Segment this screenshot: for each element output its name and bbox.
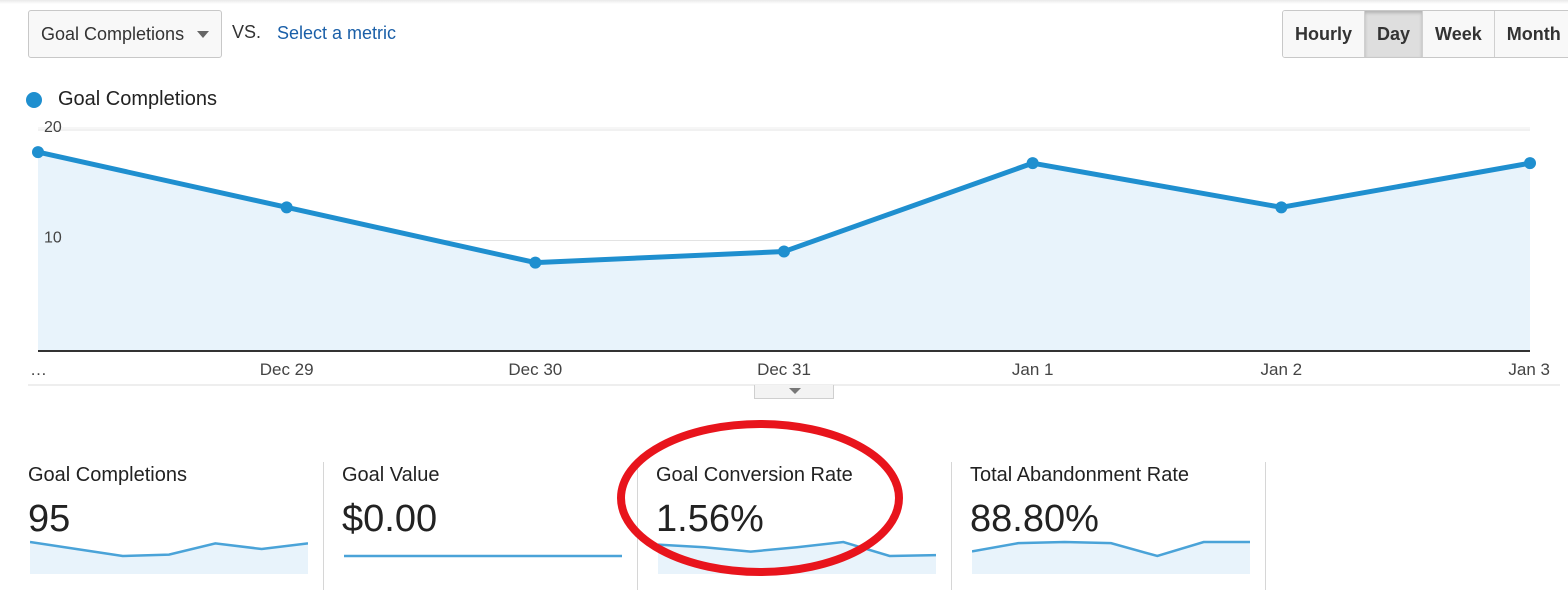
data-point bbox=[529, 256, 542, 269]
top-edge-shadow bbox=[0, 0, 1568, 4]
scorecard-divider bbox=[1265, 462, 1266, 590]
sparkline bbox=[344, 554, 622, 558]
scorecard-total-abandonment-rate[interactable]: Total Abandonment Rate 88.80% bbox=[970, 462, 1252, 590]
x-tick-label: Jan 1 bbox=[1012, 360, 1054, 379]
sparkline-fill bbox=[972, 542, 1250, 574]
data-point bbox=[1524, 157, 1536, 170]
chevron-down-icon bbox=[197, 31, 209, 38]
sparkline bbox=[972, 540, 1250, 574]
scorecard-label: Total Abandonment Rate bbox=[970, 464, 1190, 486]
range-hourly-button[interactable]: Hourly bbox=[1283, 11, 1365, 57]
scorecard-label: Goal Value bbox=[342, 464, 440, 486]
sparkline bbox=[658, 540, 936, 574]
scorecard-value: 95 bbox=[28, 498, 71, 540]
x-tick-label: Dec 29 bbox=[260, 360, 314, 379]
x-tick-label: … bbox=[30, 360, 47, 379]
x-tick-label: Dec 31 bbox=[757, 360, 811, 379]
data-point bbox=[1275, 201, 1288, 214]
scorecard-goal-conversion-rate[interactable]: Goal Conversion Rate 1.56% bbox=[656, 462, 938, 590]
scorecard-label: Goal Conversion Rate bbox=[656, 464, 853, 486]
y-tick-label: 10 bbox=[44, 230, 62, 247]
caret-down-icon bbox=[789, 388, 801, 394]
range-day-button[interactable]: Day bbox=[1364, 11, 1423, 57]
goal-completions-chart: 20 10 … Dec 29 Dec 30 Dec 31 Jan 1 Jan 2 Jan 3 bbox=[28, 119, 1560, 386]
legend-dot-icon bbox=[26, 91, 42, 108]
range-month-button[interactable]: Month bbox=[1493, 11, 1568, 57]
data-point bbox=[32, 146, 44, 159]
range-week-button[interactable]: Week bbox=[1422, 11, 1494, 57]
scorecard-goal-value[interactable]: Goal Value $0.00 bbox=[342, 462, 624, 590]
chart-expand-toggle[interactable] bbox=[754, 385, 834, 399]
scorecard-value: 88.80% bbox=[970, 498, 1099, 540]
data-point bbox=[280, 201, 293, 214]
metric-dropdown-value: Goal Completions bbox=[41, 23, 185, 44]
scorecard-divider bbox=[637, 462, 638, 590]
scorecard-label: Goal Completions bbox=[28, 464, 187, 486]
scorecard-value: $0.00 bbox=[342, 498, 438, 540]
sparkline-line bbox=[30, 540, 308, 558]
sparkline bbox=[30, 540, 308, 574]
scorecard-divider bbox=[951, 462, 952, 590]
chart-legend: Goal Completions bbox=[26, 88, 217, 111]
x-tick-label: Jan 2 bbox=[1261, 360, 1303, 379]
legend-label: Goal Completions bbox=[58, 88, 217, 110]
scorecard-divider bbox=[323, 462, 324, 590]
select-metric-link[interactable]: Select a metric bbox=[277, 23, 397, 43]
time-range-selector: Hourly Day Week Month bbox=[1282, 10, 1568, 58]
scorecard-goal-completions[interactable]: Goal Completions 95 bbox=[28, 462, 310, 590]
y-tick-label: 20 bbox=[44, 119, 62, 136]
x-tick-label: Dec 30 bbox=[508, 360, 562, 379]
data-point bbox=[778, 245, 790, 258]
scorecard-value: 1.56% bbox=[656, 498, 764, 540]
metric-dropdown[interactable]: Goal Completions bbox=[28, 10, 222, 58]
sparkline-line bbox=[972, 540, 1250, 558]
data-point bbox=[1026, 157, 1039, 170]
sparkline-fill bbox=[30, 542, 308, 574]
x-tick-label: Jan 3 bbox=[1508, 360, 1550, 379]
vs-label: VS. bbox=[232, 22, 262, 42]
